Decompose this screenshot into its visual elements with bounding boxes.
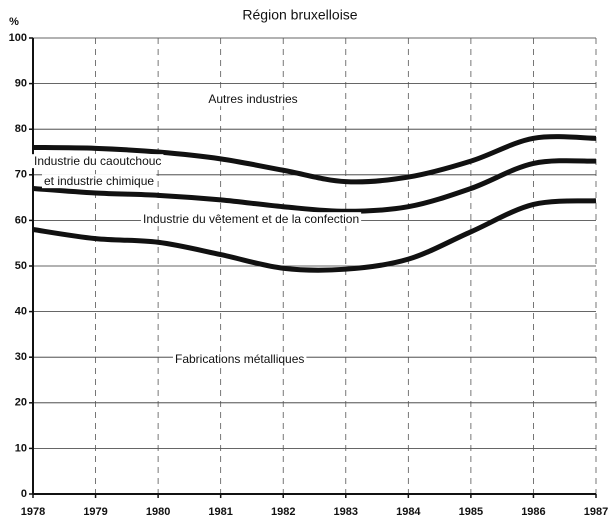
y-tick-label: 60 [15, 214, 27, 226]
y-tick-label: 50 [15, 260, 27, 272]
y-tick-label: 40 [15, 306, 27, 318]
annotation: Fabrications métalliques [175, 352, 304, 366]
x-tick-label: 1983 [334, 506, 358, 518]
annotation: Industrie du vêtement et de la confectio… [143, 212, 359, 226]
annotation: et industrie chimique [44, 174, 154, 188]
y-tick-label: 70 [15, 169, 27, 181]
y-axis-label: % [9, 16, 19, 28]
chart-title: Région bruxelloise [242, 7, 357, 23]
y-tick-label: 10 [15, 442, 27, 454]
annotation-background [173, 352, 307, 367]
x-tick-label: 1980 [146, 506, 170, 518]
annotation: Autres industries [208, 92, 297, 106]
y-tick-label: 20 [15, 397, 27, 409]
y-tick-label: 30 [15, 351, 27, 363]
x-tick-label: 1984 [396, 506, 421, 518]
series-line [32, 134, 597, 185]
y-tick-label: 80 [15, 123, 27, 135]
annotation-background [206, 92, 300, 107]
annotation-background [32, 154, 164, 169]
x-tick-label: 1982 [271, 506, 295, 518]
x-tick-label: 1978 [21, 506, 45, 518]
annotation-background [141, 212, 362, 227]
y-tick-label: 0 [21, 488, 27, 500]
series-line [32, 198, 597, 273]
y-tick-label: 100 [9, 32, 27, 44]
annotation: Industrie du caoutchouc [34, 154, 161, 168]
y-tick-label: 90 [15, 78, 27, 90]
annotation-background [42, 174, 157, 189]
x-tick-label: 1985 [459, 506, 483, 518]
x-tick-label: 1979 [83, 506, 107, 518]
series-line [32, 158, 597, 214]
x-tick-label: 1981 [208, 506, 232, 518]
x-tick-label: 1987 [584, 506, 608, 518]
x-tick-label: 1986 [521, 506, 545, 518]
